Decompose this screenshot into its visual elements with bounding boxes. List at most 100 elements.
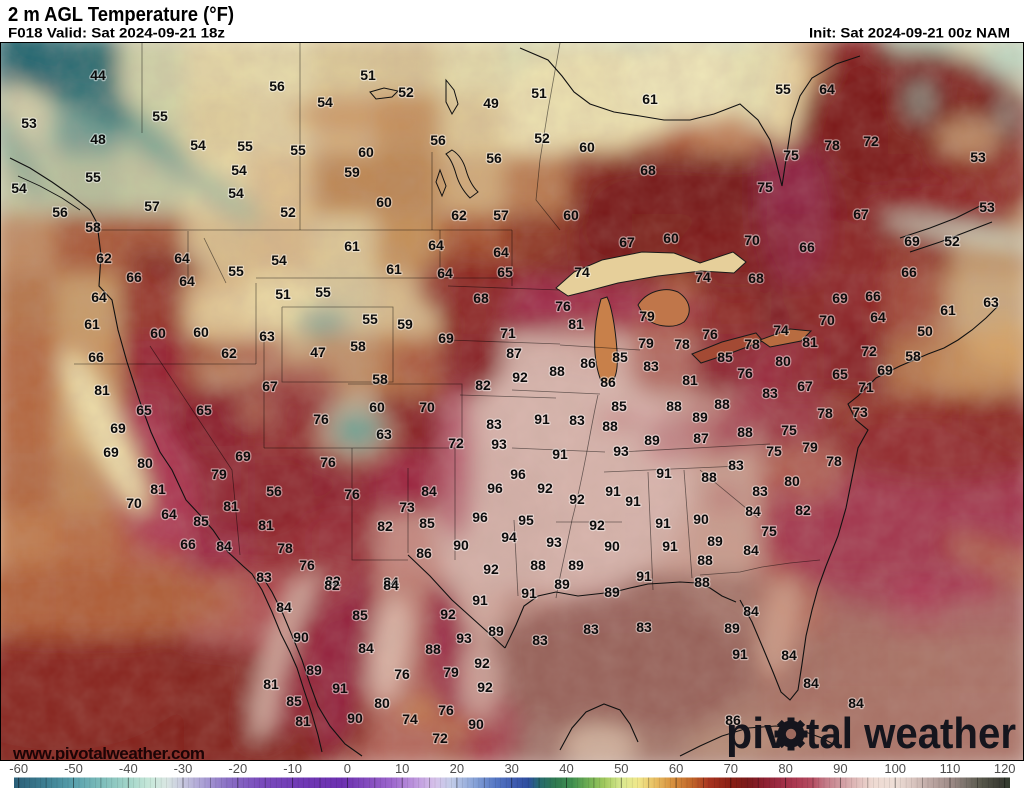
svg-text:-60: -60	[9, 761, 28, 776]
svg-text:-20: -20	[228, 761, 247, 776]
svg-text:83: 83	[569, 412, 585, 428]
svg-text:76: 76	[313, 411, 329, 427]
svg-text:55: 55	[290, 142, 306, 158]
svg-text:69: 69	[832, 290, 848, 306]
svg-text:60: 60	[369, 399, 385, 415]
svg-text:82: 82	[795, 502, 811, 518]
svg-text:65: 65	[196, 402, 212, 418]
svg-text:83: 83	[728, 457, 744, 473]
svg-text:70: 70	[819, 312, 835, 328]
svg-text:58: 58	[372, 371, 388, 387]
svg-text:82: 82	[325, 573, 341, 589]
svg-text:48: 48	[90, 131, 106, 147]
svg-text:67: 67	[262, 378, 278, 394]
svg-text:65: 65	[136, 402, 152, 418]
svg-text:53: 53	[979, 199, 995, 215]
svg-text:83: 83	[583, 621, 599, 637]
svg-text:88: 88	[701, 469, 717, 485]
svg-text:81: 81	[295, 713, 311, 729]
svg-text:79: 79	[802, 439, 818, 455]
svg-text:78: 78	[826, 453, 842, 469]
svg-text:tal weather: tal weather	[806, 709, 1016, 758]
svg-text:69: 69	[438, 330, 454, 346]
svg-text:83: 83	[752, 483, 768, 499]
svg-text:91: 91	[521, 585, 537, 601]
svg-text:92: 92	[483, 561, 499, 577]
svg-text:67: 67	[853, 206, 869, 222]
svg-text:60: 60	[669, 761, 683, 776]
svg-text:57: 57	[144, 198, 160, 214]
svg-text:96: 96	[487, 480, 503, 496]
svg-text:55: 55	[85, 169, 101, 185]
svg-text:93: 93	[613, 443, 629, 459]
svg-text:80: 80	[775, 353, 791, 369]
svg-text:76: 76	[320, 454, 336, 470]
svg-text:75: 75	[783, 147, 799, 163]
svg-text:83: 83	[256, 569, 272, 585]
svg-text:88: 88	[666, 398, 682, 414]
svg-text:50: 50	[614, 761, 628, 776]
svg-text:60: 60	[193, 324, 209, 340]
svg-text:10: 10	[395, 761, 409, 776]
svg-text:64: 64	[179, 273, 195, 289]
svg-text:90: 90	[468, 716, 484, 732]
svg-text:85: 85	[193, 513, 209, 529]
svg-text:63: 63	[376, 426, 392, 442]
svg-text:76: 76	[737, 365, 753, 381]
svg-text:78: 78	[824, 137, 840, 153]
svg-text:75: 75	[766, 443, 782, 459]
svg-text:92: 92	[569, 491, 585, 507]
svg-text:-40: -40	[119, 761, 138, 776]
svg-text:-50: -50	[64, 761, 83, 776]
svg-text:69: 69	[904, 233, 920, 249]
svg-text:60: 60	[358, 144, 374, 160]
svg-text:89: 89	[306, 662, 322, 678]
svg-text:61: 61	[84, 316, 100, 332]
svg-text:64: 64	[819, 81, 835, 97]
svg-text:F018 Valid: Sat 2024-09-21 18z: F018 Valid: Sat 2024-09-21 18z	[8, 25, 225, 41]
svg-text:93: 93	[491, 436, 507, 452]
svg-text:85: 85	[612, 349, 628, 365]
svg-text:91: 91	[636, 568, 652, 584]
svg-text:92: 92	[589, 517, 605, 533]
svg-text:76: 76	[702, 326, 718, 342]
svg-text:83: 83	[532, 632, 548, 648]
svg-text:61: 61	[386, 261, 402, 277]
svg-text:Init: Sat 2024-09-21 00z NAM: Init: Sat 2024-09-21 00z NAM	[809, 25, 1010, 41]
svg-text:86: 86	[580, 355, 596, 371]
svg-text:66: 66	[88, 349, 104, 365]
svg-text:74: 74	[402, 711, 418, 727]
svg-text:56: 56	[486, 150, 502, 166]
svg-text:64: 64	[428, 237, 444, 253]
svg-text:90: 90	[693, 511, 709, 527]
svg-text:54: 54	[317, 94, 333, 110]
svg-text:96: 96	[510, 466, 526, 482]
svg-text:83: 83	[636, 619, 652, 635]
svg-text:62: 62	[451, 207, 467, 223]
svg-text:88: 88	[602, 418, 618, 434]
svg-text:91: 91	[656, 465, 672, 481]
svg-text:85: 85	[352, 607, 368, 623]
svg-text:49: 49	[483, 95, 499, 111]
svg-text:58: 58	[905, 348, 921, 364]
svg-text:93: 93	[546, 534, 562, 550]
svg-text:64: 64	[870, 309, 886, 325]
svg-text:53: 53	[21, 115, 37, 131]
svg-text:92: 92	[474, 655, 490, 671]
svg-text:54: 54	[228, 185, 244, 201]
svg-text:62: 62	[221, 345, 237, 361]
svg-text:90: 90	[347, 710, 363, 726]
svg-text:85: 85	[611, 398, 627, 414]
svg-text:88: 88	[425, 641, 441, 657]
svg-text:40: 40	[559, 761, 573, 776]
svg-text:81: 81	[682, 372, 698, 388]
svg-text:91: 91	[655, 515, 671, 531]
svg-text:72: 72	[432, 730, 448, 746]
svg-text:66: 66	[865, 288, 881, 304]
svg-text:66: 66	[901, 264, 917, 280]
svg-text:91: 91	[625, 493, 641, 509]
svg-text:88: 88	[530, 557, 546, 573]
svg-text:56: 56	[52, 204, 68, 220]
svg-text:73: 73	[399, 499, 415, 515]
svg-text:84: 84	[383, 574, 399, 590]
